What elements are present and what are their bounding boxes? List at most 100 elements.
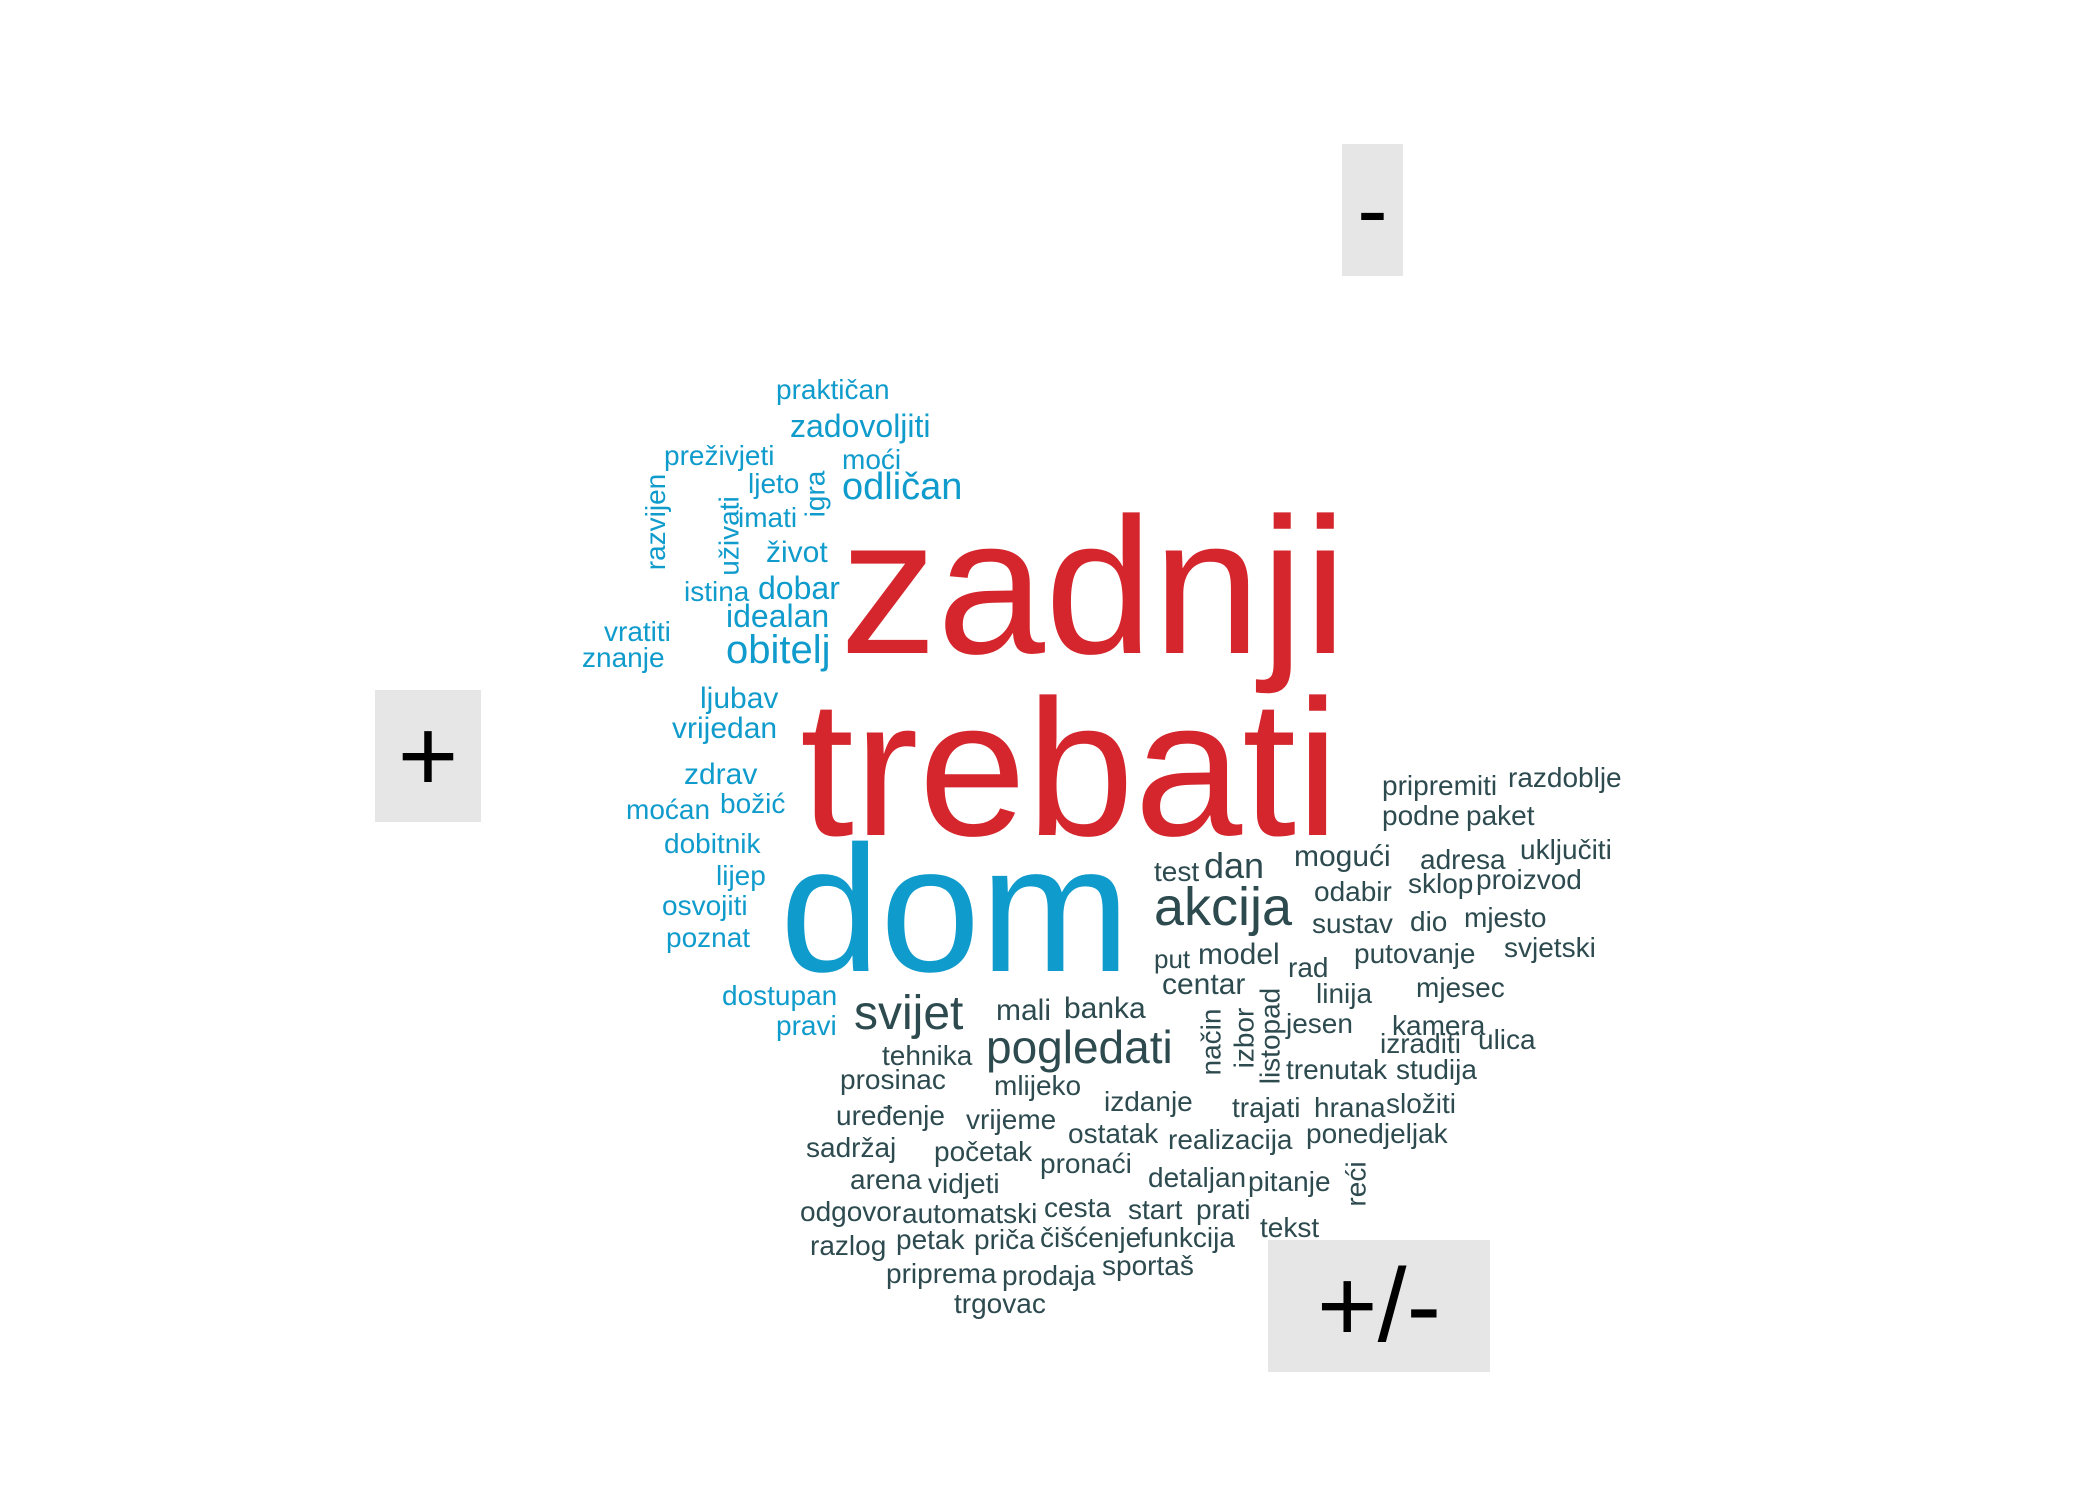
word-positive: istina [684,576,750,607]
word-neutral: studija [1396,1054,1477,1085]
word-neutral: test [1154,856,1200,887]
word-neutral: izdanje [1104,1086,1193,1117]
word-positive: ljubav [700,682,779,715]
word-neutral: razdoblje [1508,762,1622,793]
word-positive: odličan [842,466,963,508]
word-neutral: listopad [1254,987,1286,1085]
word-neutral: uređenje [836,1100,945,1131]
word-neutral: hrana [1314,1092,1386,1123]
word-positive: igra [799,470,831,518]
word-neutral: tekst [1260,1212,1320,1243]
word-positive: obitelj [726,628,831,672]
word-neutral: put [1154,944,1191,974]
word-neutral: razlog [810,1230,887,1261]
word-neutral: trgovac [954,1288,1046,1319]
word-positive: zadovoljiti [790,408,931,444]
word-positive: vratiti [604,616,671,647]
word-neutral: rad [1288,952,1329,983]
word-neutral: trenutak [1286,1054,1388,1085]
word-neutral: svjetski [1504,932,1596,963]
word-positive: imati [738,502,798,533]
word-positive: dobitnik [664,828,761,859]
word-neutral: mogući [1294,840,1391,873]
word-neutral: tehnika [882,1040,973,1071]
word-neutral: sportaš [1102,1250,1194,1281]
word-neutral: realizacija [1168,1124,1293,1155]
word-positive: vrijedan [672,712,778,745]
word-neutral: sadržaj [806,1132,897,1163]
word-positive: dom [780,809,1131,1010]
word-neutral: sustav [1312,908,1393,939]
word-neutral: cesta [1044,1192,1111,1223]
word-neutral: odgovor [800,1196,902,1227]
word-positive: dobar [758,570,840,606]
word-neutral: prosinac [840,1064,946,1095]
positive-label-text: + [397,698,459,814]
word-neutral: priča [974,1224,1035,1255]
word-positive: idealan [726,598,830,634]
word-positive: lijep [716,860,766,891]
word-neutral: podne [1382,800,1460,831]
word-positive: poznat [666,922,751,953]
neutral-label-text: +/- [1316,1248,1442,1364]
word-neutral: početak [934,1136,1033,1167]
word-neutral: akcija [1154,877,1293,937]
word-neutral: mlijeko [994,1070,1082,1101]
word-neutral: start [1128,1194,1183,1225]
word-neutral: priprema [886,1258,997,1289]
word-neutral: prati [1196,1194,1251,1225]
word-neutral: jesen [1286,1008,1353,1039]
word-neutral: složiti [1386,1088,1457,1119]
word-neutral: pitanje [1248,1166,1331,1197]
word-neutral: uključiti [1520,834,1612,865]
word-positive: zdrav [684,758,758,791]
neutral-label: +/- [1268,1240,1490,1372]
word-neutral: reći [1340,1161,1372,1207]
word-neutral: pronaći [1040,1148,1132,1179]
word-negative: zadnji [840,478,1347,695]
word-neutral: odabir [1314,876,1392,907]
word-neutral: linija [1316,978,1373,1009]
word-neutral: dio [1410,906,1448,937]
word-neutral: izraditi [1380,1028,1461,1059]
word-neutral: čišćenje [1040,1222,1142,1253]
word-positive: dostupan [722,980,838,1011]
word-neutral: ostatak [1068,1118,1159,1149]
word-neutral: kamera [1392,1010,1486,1041]
word-neutral: ulica [1478,1024,1536,1055]
word-positive: praktičan [776,374,890,405]
word-neutral: model [1198,938,1280,971]
word-neutral: dan [1204,845,1265,886]
word-neutral: arena [850,1164,922,1195]
word-neutral: trajati [1232,1092,1301,1123]
word-positive: pravi [776,1010,837,1041]
word-neutral: prodaja [1002,1260,1096,1291]
word-neutral: način [1195,1008,1227,1076]
word-neutral: proizvod [1476,864,1582,895]
word-neutral: sklop [1408,868,1474,899]
positive-label: + [375,690,481,822]
negative-label: - [1342,144,1403,276]
word-positive: moći [842,444,902,475]
word-neutral: centar [1162,968,1246,1001]
word-neutral: paket [1466,800,1535,831]
word-neutral: pogledati [986,1021,1173,1073]
word-positive: osvojiti [662,890,748,921]
word-neutral: funkcija [1140,1222,1235,1253]
word-positive: život [766,536,828,569]
word-neutral: automatski [902,1198,1038,1229]
word-neutral: vidjeti [928,1168,1000,1199]
word-neutral: pripremiti [1382,770,1498,801]
word-positive: razvijen [640,473,672,571]
word-neutral: ponedjeljak [1306,1118,1448,1149]
word-neutral: detaljan [1148,1162,1247,1193]
word-neutral: mjesto [1464,902,1547,933]
word-positive: božić [720,788,786,819]
negative-label-text: - [1357,159,1388,261]
word-neutral: mjesec [1416,972,1505,1003]
word-negative: trebati [800,660,1340,877]
word-positive: moćan [626,794,711,825]
word-neutral: adresa [1420,844,1506,875]
word-neutral: banka [1064,992,1146,1025]
